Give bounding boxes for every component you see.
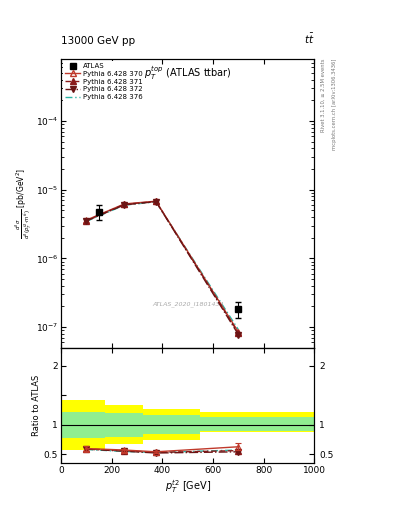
- Legend: ATLAS, Pythia 6.428 370, Pythia 6.428 371, Pythia 6.428 372, Pythia 6.428 376: ATLAS, Pythia 6.428 370, Pythia 6.428 37…: [63, 61, 145, 102]
- Y-axis label: Ratio to ATLAS: Ratio to ATLAS: [32, 375, 41, 436]
- Text: mcplots.cern.ch [arXiv:1306.3436]: mcplots.cern.ch [arXiv:1306.3436]: [332, 59, 337, 151]
- Text: $t\bar{t}$: $t\bar{t}$: [304, 32, 314, 46]
- X-axis label: $p_T^{t2}$ [GeV]: $p_T^{t2}$ [GeV]: [165, 478, 211, 495]
- Y-axis label: $\frac{d^2\sigma}{d^2(p_T^{t2}{\cdot}m^{t\bar{t}})}\ \mathrm{[pb/GeV^2]}$: $\frac{d^2\sigma}{d^2(p_T^{t2}{\cdot}m^{…: [13, 168, 34, 239]
- Text: ATLAS_2020_I1801434: ATLAS_2020_I1801434: [152, 302, 223, 307]
- Text: 13000 GeV pp: 13000 GeV pp: [61, 36, 135, 46]
- Text: Rivet 3.1.10, ≥ 2.5M events: Rivet 3.1.10, ≥ 2.5M events: [320, 59, 325, 133]
- Text: $p_T^{top}$ (ATLAS ttbar): $p_T^{top}$ (ATLAS ttbar): [144, 65, 231, 82]
